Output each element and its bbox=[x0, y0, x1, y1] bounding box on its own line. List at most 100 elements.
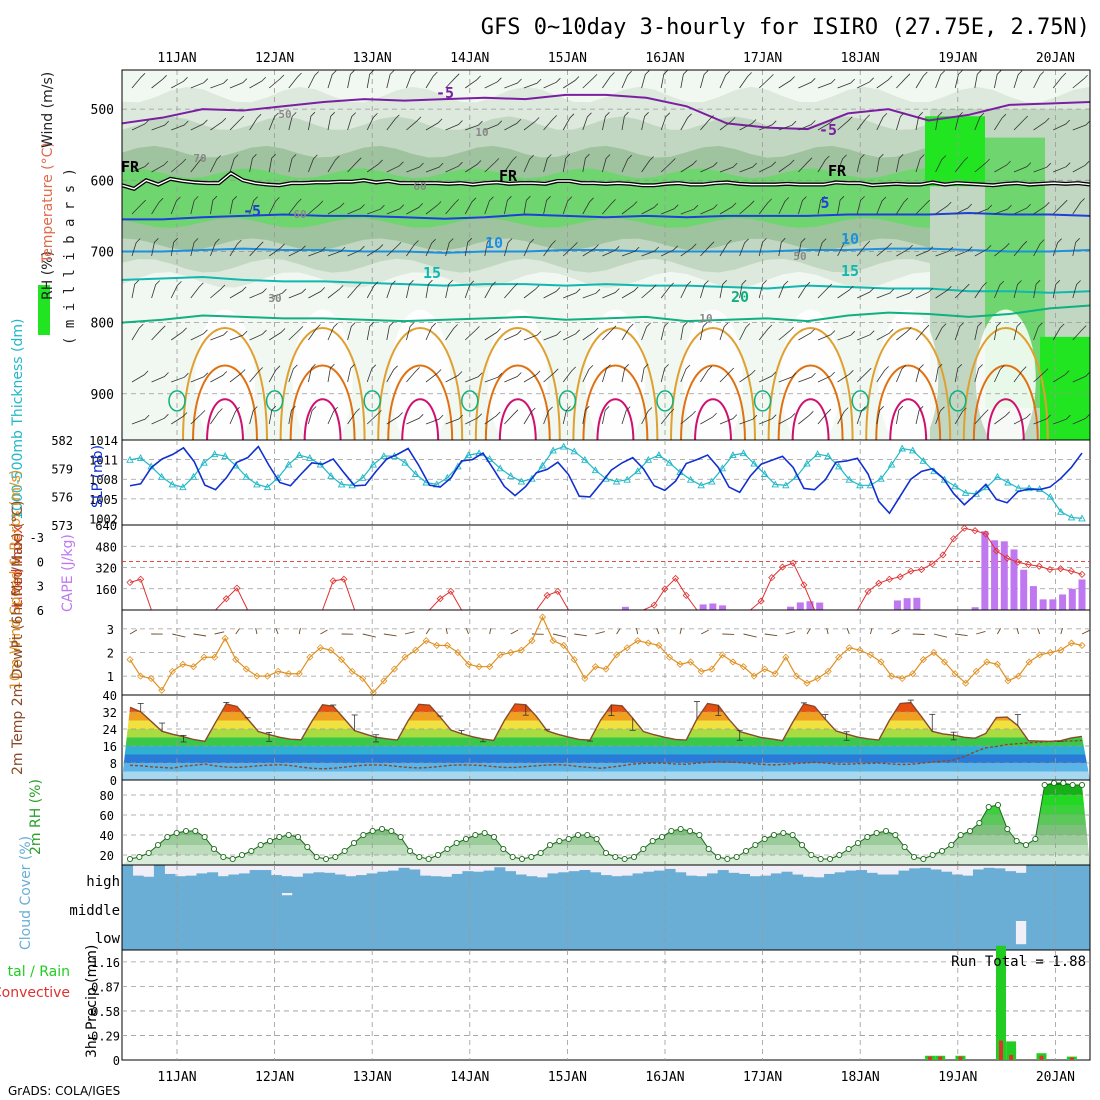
cloud-low-bar bbox=[473, 921, 485, 950]
wind-barb bbox=[974, 112, 985, 131]
wind-barb bbox=[504, 119, 522, 131]
cape-bar bbox=[981, 531, 989, 610]
cloud-high-bar bbox=[909, 868, 921, 893]
wind-barb bbox=[1072, 120, 1090, 131]
wind10m-marker bbox=[623, 644, 631, 652]
rh2m-marker bbox=[360, 831, 367, 839]
wind-barb bbox=[170, 327, 187, 341]
cloud-mid-bar bbox=[324, 893, 336, 921]
thickness-marker bbox=[591, 466, 600, 474]
cloud-mid-bar bbox=[770, 893, 782, 921]
cloud-low-bar bbox=[270, 921, 282, 950]
wind-barb bbox=[288, 112, 297, 131]
wind-barb bbox=[856, 114, 870, 131]
isotherm-20-cell bbox=[949, 390, 967, 412]
temp-band bbox=[122, 729, 1090, 738]
bottom-date-labels: 11JAN 12JAN 13JAN 14JAN 15JAN 16JAN 17JAN 18JAN… bbox=[157, 1070, 1075, 1085]
precip-tick-label: 0.29 bbox=[91, 1029, 120, 1043]
wind-barb bbox=[602, 288, 620, 299]
wind-barb bbox=[739, 200, 755, 215]
rh2m-marker bbox=[920, 855, 927, 863]
cloud-low-bar bbox=[1026, 921, 1038, 950]
cloud-low-bar bbox=[813, 921, 825, 950]
cloud-high-bar bbox=[324, 872, 336, 893]
rh2m-marker bbox=[1041, 781, 1048, 789]
wind-barb bbox=[523, 285, 540, 299]
wind-barb bbox=[856, 240, 871, 257]
cloud-low-bar bbox=[632, 921, 644, 950]
cloud-mid-bar bbox=[164, 893, 176, 921]
wind-barb bbox=[386, 204, 405, 215]
rh2m-marker bbox=[621, 855, 628, 863]
cloud-low-bar bbox=[579, 921, 591, 950]
cape-bar bbox=[893, 600, 901, 610]
wind-barb bbox=[935, 406, 945, 425]
wind-barb bbox=[210, 284, 226, 299]
wind-barb bbox=[229, 78, 248, 89]
li-marker bbox=[650, 601, 658, 609]
wind-barb bbox=[249, 154, 257, 173]
wind-barb bbox=[758, 280, 767, 299]
wind-barb bbox=[210, 195, 218, 215]
wind10m-marker bbox=[761, 665, 769, 673]
cape-bar bbox=[806, 601, 814, 610]
cape-tick-label: 320 bbox=[95, 562, 117, 576]
wind10m-barb bbox=[1060, 627, 1063, 635]
cloud-mid-bar bbox=[792, 893, 804, 921]
wind-barb bbox=[641, 246, 659, 257]
wind-barb bbox=[954, 322, 964, 341]
wind-barb bbox=[151, 120, 169, 131]
cloud-high-bar bbox=[749, 876, 761, 893]
wind-barb bbox=[386, 321, 394, 341]
cloud-high-bar bbox=[738, 873, 751, 893]
thickness-marker bbox=[961, 488, 970, 496]
rh2m-marker bbox=[584, 831, 591, 839]
wind10m-barb bbox=[1016, 627, 1019, 635]
thickness-marker bbox=[760, 470, 769, 477]
cloud-high-bar bbox=[547, 873, 559, 893]
cloud-low-bar bbox=[749, 921, 761, 950]
cloud-mid-bar bbox=[675, 893, 687, 921]
wind-barb bbox=[700, 412, 717, 425]
top-date-label: 11JAN bbox=[157, 51, 196, 66]
wind-barb bbox=[798, 328, 815, 341]
li-marker bbox=[950, 535, 958, 543]
wind-barb bbox=[543, 406, 553, 425]
cloud-high-bar bbox=[962, 875, 974, 893]
wind10m-marker bbox=[729, 658, 737, 666]
wind-barb bbox=[210, 371, 228, 383]
cloud-high-bar bbox=[239, 873, 251, 893]
cloud-mid-bar bbox=[313, 893, 325, 921]
wind-barb bbox=[425, 118, 443, 131]
wind-barb bbox=[582, 197, 594, 215]
cloud-low-bar bbox=[324, 921, 336, 950]
wind10m-marker bbox=[866, 651, 875, 659]
cloud-low-bar bbox=[302, 921, 314, 950]
wind10m-marker bbox=[824, 667, 832, 675]
li-marker bbox=[1014, 558, 1022, 566]
wind-barb bbox=[151, 413, 169, 425]
wind10m-marker bbox=[570, 656, 578, 664]
wind-barb bbox=[621, 70, 632, 89]
wind-barb bbox=[131, 414, 150, 425]
rh2m-marker bbox=[630, 853, 638, 861]
wind-barb bbox=[798, 372, 816, 383]
rh2m-marker bbox=[602, 849, 610, 857]
wind-barb bbox=[425, 322, 436, 341]
pressure-tick-label: 700 bbox=[91, 245, 114, 260]
wind-barb bbox=[386, 70, 395, 89]
wind-barb bbox=[562, 406, 571, 425]
wind-barb bbox=[171, 120, 189, 131]
wind-barb bbox=[700, 70, 709, 89]
cape-bar bbox=[1078, 579, 1086, 610]
wind-barb bbox=[582, 327, 599, 341]
rh2m-marker bbox=[957, 831, 964, 839]
wind-barb bbox=[778, 120, 797, 131]
thickness-marker bbox=[189, 472, 198, 480]
top-date-label: 20JAN bbox=[1036, 51, 1075, 66]
wind10m-marker bbox=[877, 658, 885, 666]
wind-barb bbox=[974, 158, 990, 173]
cloud-low-bar bbox=[600, 921, 612, 950]
pressure-tick-label: 800 bbox=[91, 317, 114, 332]
rh2m-marker bbox=[780, 829, 787, 837]
